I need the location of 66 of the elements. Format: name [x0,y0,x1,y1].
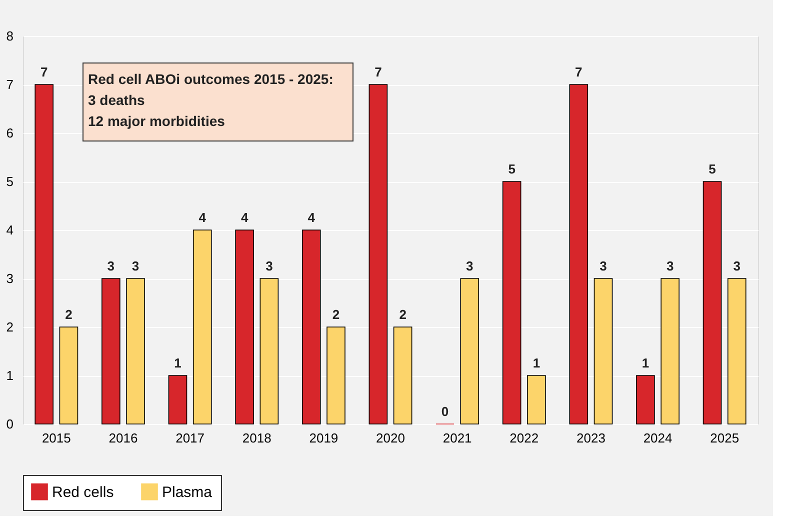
y-tick-label: 0 [6,416,14,432]
y-tick-label: 4 [6,222,14,238]
bar [192,230,212,424]
x-tick-label: 2017 [176,430,205,446]
data-label: 0 [441,404,449,419]
bar [460,278,480,424]
y-tick-label: 3 [6,271,14,286]
bar [368,84,388,424]
bar [728,278,746,424]
data-label: 4 [198,210,207,225]
data-label: 3 [266,258,273,274]
annotation: Red cell ABOi outcomes 2015 - 2025: 3 deaths 12 major morbidities [88,71,334,129]
y-tick-label: 8 [6,28,14,44]
bar [393,326,412,424]
bar [594,278,613,424]
y-tick-label: 7 [6,77,14,92]
bar [326,326,346,424]
data-label: 1 [174,356,182,370]
x-tick-label: 2025 [710,430,740,446]
x-tick-label: 2023 [576,430,606,446]
bar [34,84,54,424]
bar [636,375,655,424]
data-label: 3 [466,258,474,274]
data-label: 4 [240,210,249,225]
y-tick-label: 6 [6,126,14,140]
data-label: 7 [40,64,48,80]
data-label: 7 [374,64,382,80]
y-tick-label: 1 [6,368,14,383]
data-label: 4 [308,210,316,225]
bar [168,375,188,424]
data-label: 7 [575,64,582,80]
x-tick-label: 2015 [42,430,71,446]
bar [660,278,680,424]
x-tick-label: 2018 [242,430,272,446]
x-tick-label: 2020 [376,430,405,446]
data-label: 5 [708,162,716,176]
bar [235,230,254,424]
bar [527,375,546,424]
legend-label: Plasma [162,484,213,501]
data-label: 5 [508,162,516,176]
data-label: 3 [132,258,140,274]
x-tick-label: 2019 [309,430,338,446]
data-label: 3 [733,258,741,274]
bar [569,84,588,424]
bar [702,181,722,424]
data-label: 3 [107,258,115,274]
y-tick-label: 2 [6,320,14,334]
bar [302,230,321,424]
data-label: 2 [65,307,72,322]
legend-label: Red cells [52,484,114,501]
bar [59,326,78,424]
x-tick-label: 2016 [108,430,138,446]
x-tick-label: 2024 [643,430,672,446]
x-tick-label: 2022 [510,430,539,446]
bar [260,278,279,424]
x-tick-label: 2021 [442,430,472,446]
bar [502,181,522,424]
bar [126,278,145,424]
data-label: 2 [332,307,340,322]
bar [102,278,120,424]
data-label: 1 [642,356,650,370]
data-label: 1 [532,356,540,370]
data-label: 3 [600,258,607,274]
data-label: 2 [399,307,406,322]
data-label: 3 [666,258,674,274]
y-tick-label: 5 [6,174,14,189]
